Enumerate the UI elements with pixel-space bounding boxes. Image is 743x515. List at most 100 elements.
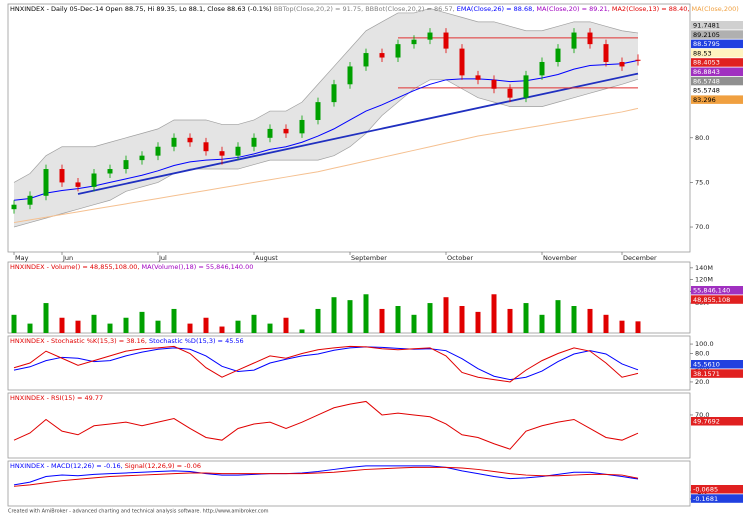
trendline	[77, 72, 639, 195]
volume-bar	[587, 308, 593, 333]
title-part: HNXINDEX - Stochastic %K(15,3) = 38.16,	[10, 337, 147, 345]
candle-body	[635, 59, 641, 61]
candle-body	[155, 146, 161, 156]
candle-body	[571, 32, 577, 49]
title-part: BBBot(Close,20,2) = 86.57,	[363, 5, 455, 13]
title-part: Stochastic %D(15,3) = 45.56	[147, 337, 244, 345]
y-tick-label: 100.0	[695, 340, 714, 348]
x-tick-label: Jun	[62, 254, 73, 262]
volume-bar	[379, 308, 385, 333]
y-tick-label: 70.0	[695, 411, 709, 419]
value-box-label: 45.5610	[693, 361, 720, 369]
candle-body	[587, 32, 593, 45]
volume-bar	[235, 320, 241, 333]
candle-body	[491, 79, 497, 89]
title-part: MA(Close,20) = 89.21,	[534, 5, 610, 13]
y-tick-label: 140M	[695, 264, 713, 272]
candle-body	[443, 32, 449, 49]
value-box	[691, 21, 743, 30]
title-part: MA2(Close,13) = 88.40,	[610, 5, 690, 13]
y-tick-label: 70.0	[695, 223, 709, 231]
panel-title: HNXINDEX - Volume() = 48,855,108.00, MA(…	[10, 263, 253, 271]
x-tick-label: December	[623, 254, 657, 262]
panel-frame	[7, 335, 691, 391]
candle-body	[299, 119, 305, 134]
volume-bar	[619, 320, 625, 333]
candle-body	[331, 84, 337, 103]
candle-body	[411, 39, 417, 45]
volume-bar	[571, 306, 577, 333]
value-box-label: 85.5748	[693, 87, 720, 95]
volume-bar	[555, 300, 561, 333]
title-part: HNXINDEX - Daily 05-Dec-14 Open 88.75, H…	[10, 5, 272, 13]
y-tick-label: 20.0	[695, 378, 709, 386]
volume-bar	[347, 300, 353, 333]
volume-bar	[635, 321, 641, 333]
volume-bar	[123, 317, 129, 333]
volume-bar	[363, 294, 369, 333]
footer: Created with AmiBroker - advanced charti…	[8, 509, 269, 515]
candle-body	[203, 142, 209, 152]
candle-body	[251, 137, 257, 147]
volume-bar	[91, 314, 97, 333]
title-part: MA(Close,200)	[689, 5, 738, 13]
value-box	[691, 30, 743, 39]
bollinger-band	[14, 8, 638, 228]
volume-bar	[411, 314, 417, 333]
indicator-line	[13, 59, 639, 201]
volume-bar	[539, 314, 545, 333]
plot-area	[11, 294, 641, 333]
volume-bar	[283, 317, 289, 333]
value-box-label: -0.0685	[693, 486, 718, 494]
candle-body	[59, 169, 65, 183]
candle-body	[603, 44, 609, 62]
volume-bar	[299, 329, 305, 333]
value-box-label: 83.296	[693, 96, 716, 104]
volume-bar	[475, 311, 481, 333]
volume-bar	[187, 323, 193, 333]
indicator-line	[13, 345, 639, 383]
candle-body	[363, 53, 369, 67]
candle-body	[379, 53, 385, 58]
indicator-line	[13, 346, 639, 381]
candle-body	[555, 48, 561, 62]
candle-body	[267, 128, 273, 138]
candle-body	[475, 75, 481, 80]
volume-bar	[395, 306, 401, 333]
x-tick-label: October	[447, 254, 473, 262]
bollinger-upper	[13, 8, 639, 183]
value-box-label: 49.7692	[693, 418, 720, 426]
volume-bar	[155, 320, 161, 333]
panel-title: HNXINDEX - MACD(12,26) = -0.16, Signal(1…	[10, 462, 201, 470]
candle-body	[123, 160, 129, 170]
candle-body	[43, 169, 49, 196]
x-tick-label: November	[543, 254, 577, 262]
value-box-label: 88.5795	[693, 40, 720, 48]
value-box-label: 88.53	[693, 49, 712, 57]
volume-bar	[139, 311, 145, 333]
candle-body	[539, 61, 545, 76]
y-tick-label: 80.0	[695, 134, 709, 142]
volume-bar	[219, 326, 225, 333]
volume-bar	[43, 303, 49, 333]
volume-bar	[427, 303, 433, 333]
x-tick-label: Jul	[158, 254, 167, 262]
candle-body	[11, 204, 17, 210]
indicator-line	[13, 400, 639, 450]
value-box	[691, 39, 743, 49]
candle-body	[507, 88, 513, 98]
value-box	[691, 295, 743, 304]
volume-bar	[251, 314, 257, 333]
candle-body	[619, 61, 625, 67]
y-tick-label: 75.0	[695, 178, 709, 186]
candle-body	[395, 44, 401, 58]
value-box-label: 55,846,140	[693, 287, 730, 295]
x-tick-label: September	[351, 254, 387, 262]
candle-body	[75, 182, 81, 187]
candle-body	[315, 102, 321, 120]
value-box-label: 88.4053	[693, 59, 720, 67]
candle-body	[347, 66, 353, 85]
candle-body	[107, 169, 113, 174]
volume-bar	[203, 317, 209, 333]
